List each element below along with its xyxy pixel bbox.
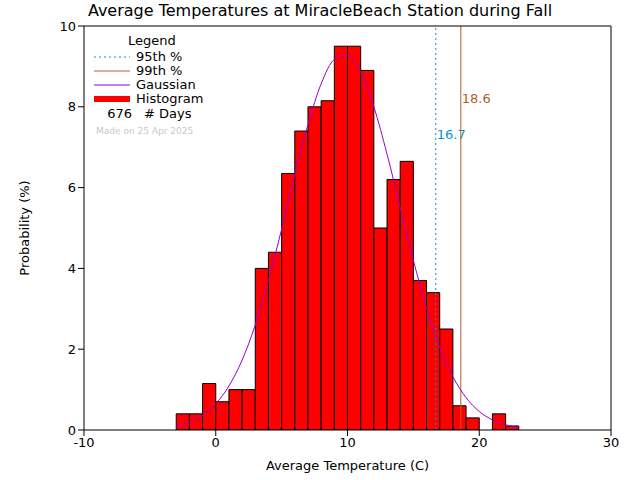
html-text:Histogram: Histogram [136, 91, 204, 106]
svg-text:2: 2 [68, 342, 76, 357]
svg-text:20: 20 [471, 435, 488, 450]
svg-text:10: 10 [59, 19, 76, 34]
svg-text:8: 8 [68, 99, 76, 114]
html-text:Made on 25 Apr 2025: Made on 25 Apr 2025 [96, 126, 194, 136]
svg-text:16.7: 16.7 [437, 127, 466, 142]
svg-text:10: 10 [339, 435, 356, 450]
svg-text:30: 30 [603, 435, 620, 450]
html-text:95th %: 95th % [136, 49, 183, 64]
html-text:Gaussian: Gaussian [136, 77, 196, 92]
svg-text:6: 6 [68, 180, 76, 195]
html-text:Average Temperatures at Miracl: Average Temperatures at MiracleBeach Sta… [87, 1, 553, 20]
svg-text:4: 4 [68, 261, 76, 276]
html-text:676: 676 [107, 106, 132, 121]
html-text:Legend: Legend [128, 33, 176, 48]
svg-text:Probability (%): Probability (%) [17, 180, 32, 275]
svg-text:18.6: 18.6 [462, 91, 491, 106]
svg-text:0: 0 [212, 435, 220, 450]
svg-text:Average Temperature (C): Average Temperature (C) [266, 458, 429, 473]
html-text:99th %: 99th % [136, 63, 183, 78]
html-text:# Days: # Days [144, 106, 192, 121]
svg-text:0: 0 [68, 423, 76, 438]
svg-text:-10: -10 [73, 435, 94, 450]
